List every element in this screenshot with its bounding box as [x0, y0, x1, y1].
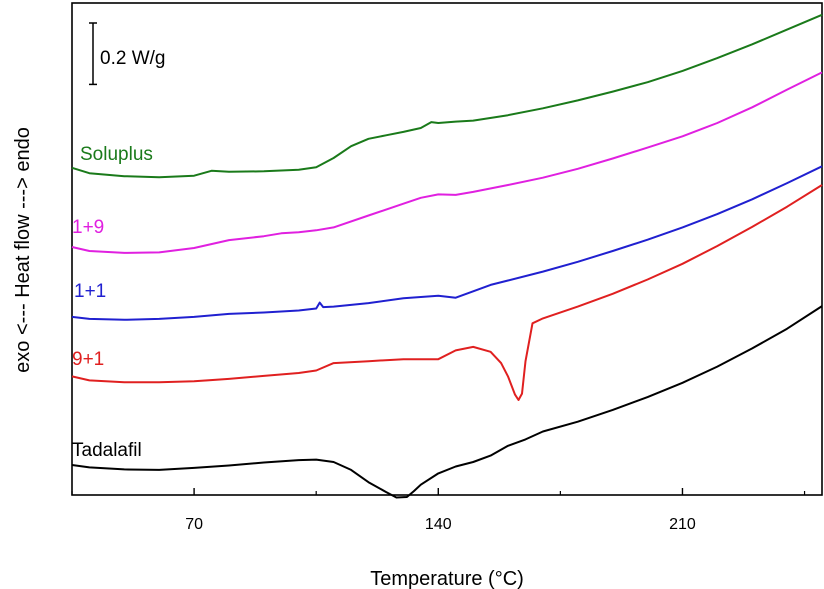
- x-tick-label: 210: [669, 516, 696, 533]
- curve-label-soluplus: Soluplus: [80, 144, 153, 165]
- curves: [71, 13, 823, 499]
- scale-bar: 0.2 W/g: [89, 22, 165, 86]
- curve-1-plus-1: [71, 165, 823, 321]
- curve-9-plus-1: [71, 184, 823, 401]
- plot-area-frame: [71, 2, 823, 496]
- curve-label-tadalafil: Tadalafil: [72, 440, 142, 461]
- x-tick-label: 140: [425, 516, 452, 533]
- curve-soluplus: [71, 13, 823, 179]
- curve-label-1-plus-1: 1+1: [74, 281, 106, 302]
- x-tick-label: 70: [185, 516, 203, 533]
- curve-labels: Soluplus 1+9 1+1 9+1 Tadalafil: [72, 144, 153, 461]
- curve-label-1-plus-9: 1+9: [72, 217, 104, 238]
- x-axis-ticks: 70 140 210: [71, 488, 806, 533]
- y-axis-title: exo <--- Heat flow ---> endo: [12, 127, 34, 373]
- scale-bar-label: 0.2 W/g: [100, 48, 165, 69]
- x-axis-title: Temperature (°C): [370, 568, 524, 589]
- curve-tadalafil: [71, 305, 823, 499]
- curve-1-plus-9: [71, 71, 823, 254]
- curve-label-9-plus-1: 9+1: [72, 349, 104, 370]
